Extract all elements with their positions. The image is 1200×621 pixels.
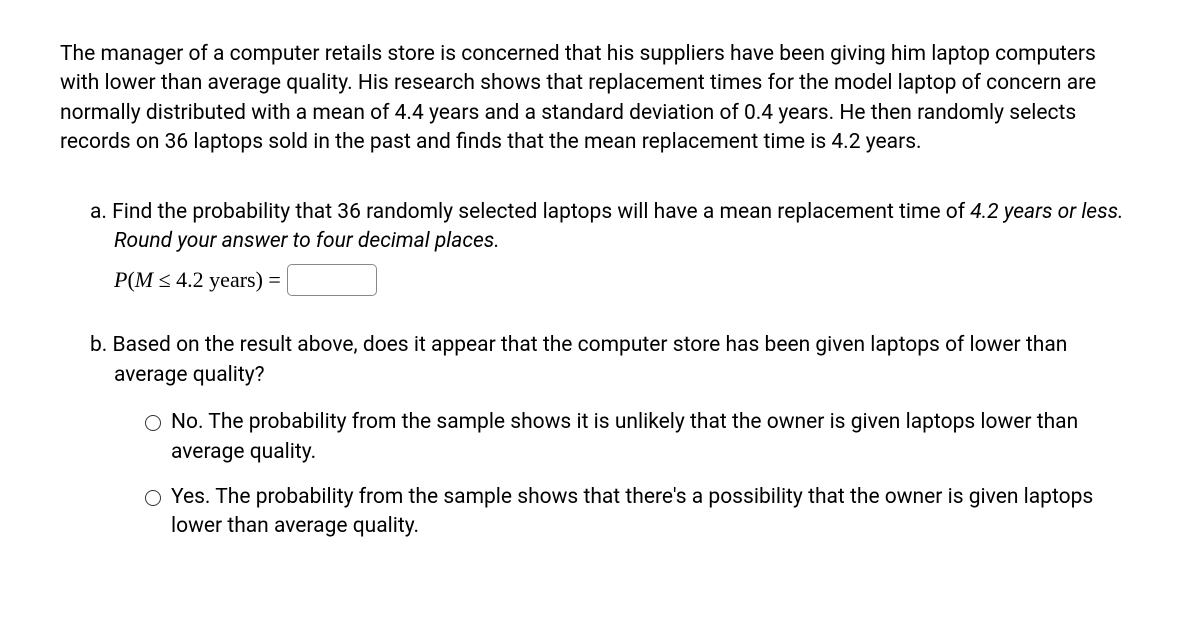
radio-label-no: No. The probability from the sample show… [171,408,1140,467]
radio-label-yes: Yes. The probability from the sample sho… [171,483,1140,542]
radio-options-group: No. The probability from the sample show… [145,408,1140,542]
formula-leq: ≤ 4.2 years [153,267,256,292]
question-a-prompt: a. Find the probability that 36 randomly… [90,198,1140,257]
question-b-label: b. [90,333,113,357]
question-b-block: b. Based on the result above, does it ap… [90,331,1140,541]
formula-M: M [135,267,153,292]
question-a-label: a. [90,200,112,224]
radio-option-no: No. The probability from the sample show… [145,408,1140,467]
formula-expression: P(M ≤ 4.2 years) = [114,265,281,296]
probability-answer-input[interactable] [287,264,377,296]
formula-open: ( [127,267,134,292]
question-b-text: Based on the result above, does it appea… [113,333,1068,386]
formula-P: P [114,267,127,292]
formula-close: ) = [256,267,281,292]
formula-line: P(M ≤ 4.2 years) = [114,264,1140,296]
intro-text: The manager of a computer retails store … [60,42,1096,154]
radio-input-no[interactable] [145,415,161,431]
question-a-text1: Find the probability that 36 randomly se… [112,200,970,224]
radio-input-yes[interactable] [145,490,161,506]
problem-intro: The manager of a computer retails store … [60,40,1140,158]
radio-option-yes: Yes. The probability from the sample sho… [145,483,1140,542]
question-b-prompt: b. Based on the result above, does it ap… [90,331,1140,390]
question-a-block: a. Find the probability that 36 randomly… [90,198,1140,297]
